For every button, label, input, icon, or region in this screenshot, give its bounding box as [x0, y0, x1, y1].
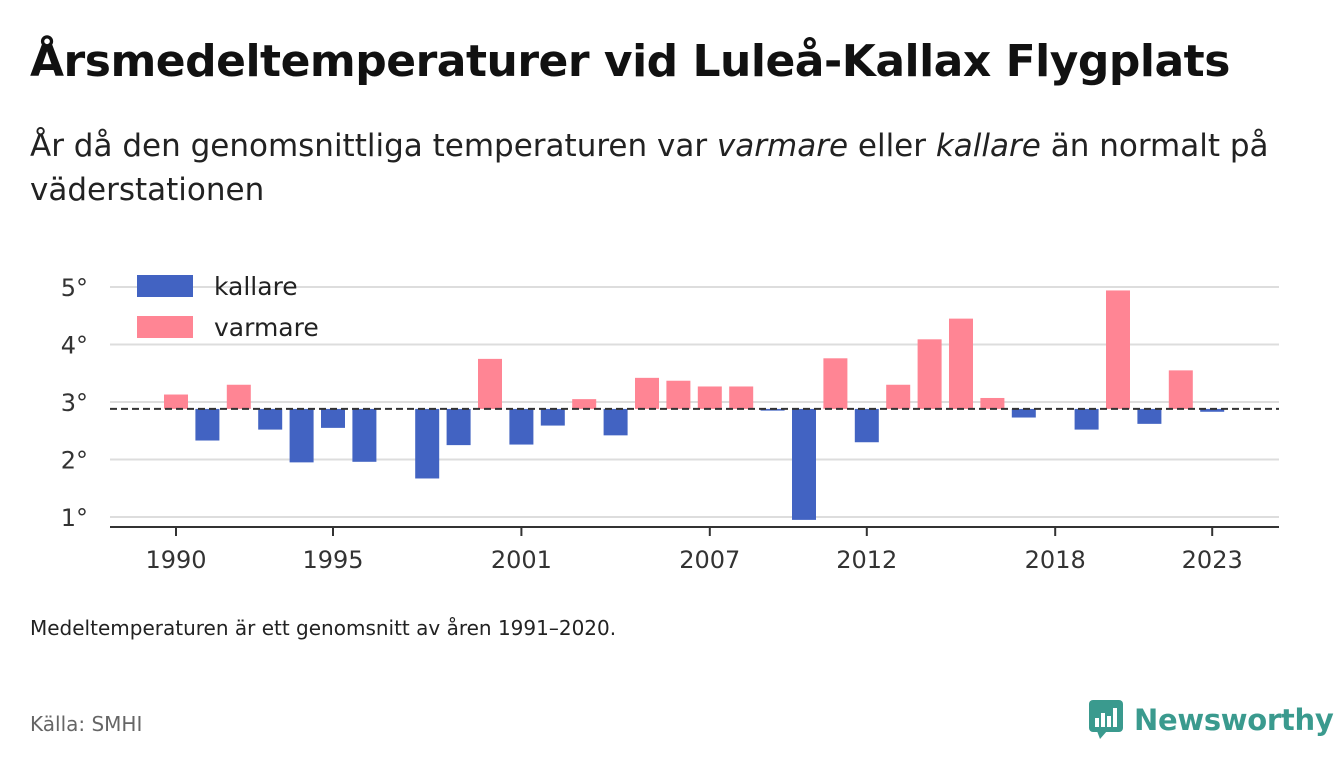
warmer-bar	[823, 358, 848, 409]
warmer-bar	[729, 386, 754, 409]
warmer-bar	[226, 384, 251, 409]
chart-note: Medeltemperaturen är ett genomsnitt av å…	[30, 616, 617, 640]
colder-bar	[1137, 408, 1162, 424]
colder-bar	[540, 408, 565, 426]
colder-bar	[1200, 408, 1225, 412]
colder-bar	[258, 408, 283, 430]
colder-bar	[195, 408, 220, 441]
colder-bar	[1074, 408, 1099, 430]
legend-swatch-kallare	[137, 275, 193, 297]
subtitle-text-3: än normalt på väderstationen	[30, 128, 1269, 208]
x-tick-label: 1990	[145, 546, 206, 574]
colder-bar	[321, 408, 345, 428]
warmer-bar	[980, 397, 1005, 409]
brand-logo[interactable]: Newsworthy	[1088, 698, 1334, 742]
y-tick-label: 5°	[61, 274, 88, 302]
x-tick-label: 1995	[302, 546, 363, 574]
newsworthy-logo-icon	[1089, 700, 1123, 739]
x-tick-label: 2023	[1182, 546, 1243, 574]
warmer-bar	[635, 377, 659, 409]
y-tick-label: 1°	[61, 504, 88, 532]
x-tick-label: 2007	[679, 546, 740, 574]
legend-label-kallare: kallare	[214, 272, 298, 301]
warmer-bar	[697, 386, 722, 409]
x-tick-label: 2018	[1025, 546, 1086, 574]
warmer-bar	[1106, 290, 1130, 409]
subtitle-cold-word: kallare	[935, 128, 1041, 164]
legend-swatch-varmare	[137, 316, 193, 338]
warmer-bar	[886, 384, 911, 409]
subtitle-warm-word: varmare	[716, 128, 849, 164]
warmer-bar	[666, 380, 691, 409]
colder-bar	[289, 408, 314, 463]
chart-title: Årsmedeltemperaturer vid Luleå-Kallax Fl…	[30, 36, 1230, 87]
x-tick-label: 2012	[836, 546, 897, 574]
legend-label-varmare: varmare	[214, 313, 319, 342]
y-tick-label: 3°	[61, 389, 88, 417]
bar-chart: 1° 2° 3° 4° 5° 1990 1995 2001 2007 2012 2018 2023 ka…	[61, 272, 1279, 574]
y-tick-label: 2°	[61, 447, 88, 475]
warmer-bar	[1168, 370, 1193, 409]
warmer-bar	[478, 358, 502, 409]
colder-bar	[446, 408, 471, 446]
subtitle-text-1: År då den genomsnittliga temperaturen va…	[30, 128, 717, 164]
colder-bar	[352, 408, 377, 462]
colder-bar	[792, 408, 816, 520]
warmer-bar	[917, 339, 942, 409]
colder-bar	[603, 408, 628, 436]
y-tick-label: 4°	[61, 332, 88, 360]
x-tick-label: 2001	[491, 546, 552, 574]
subtitle-text-2: eller	[848, 128, 936, 164]
brand-name: Newsworthy	[1134, 703, 1334, 737]
warmer-bar	[949, 318, 973, 409]
colder-bar	[415, 408, 440, 479]
source-label: Källa: SMHI	[30, 712, 143, 736]
colder-bar	[1011, 408, 1036, 418]
colder-bar	[509, 408, 534, 445]
chart-subtitle: År då den genomsnittliga temperaturen va…	[30, 124, 1300, 212]
warmer-bar	[164, 394, 188, 409]
warmer-bar	[572, 399, 597, 409]
colder-bar	[854, 408, 879, 443]
